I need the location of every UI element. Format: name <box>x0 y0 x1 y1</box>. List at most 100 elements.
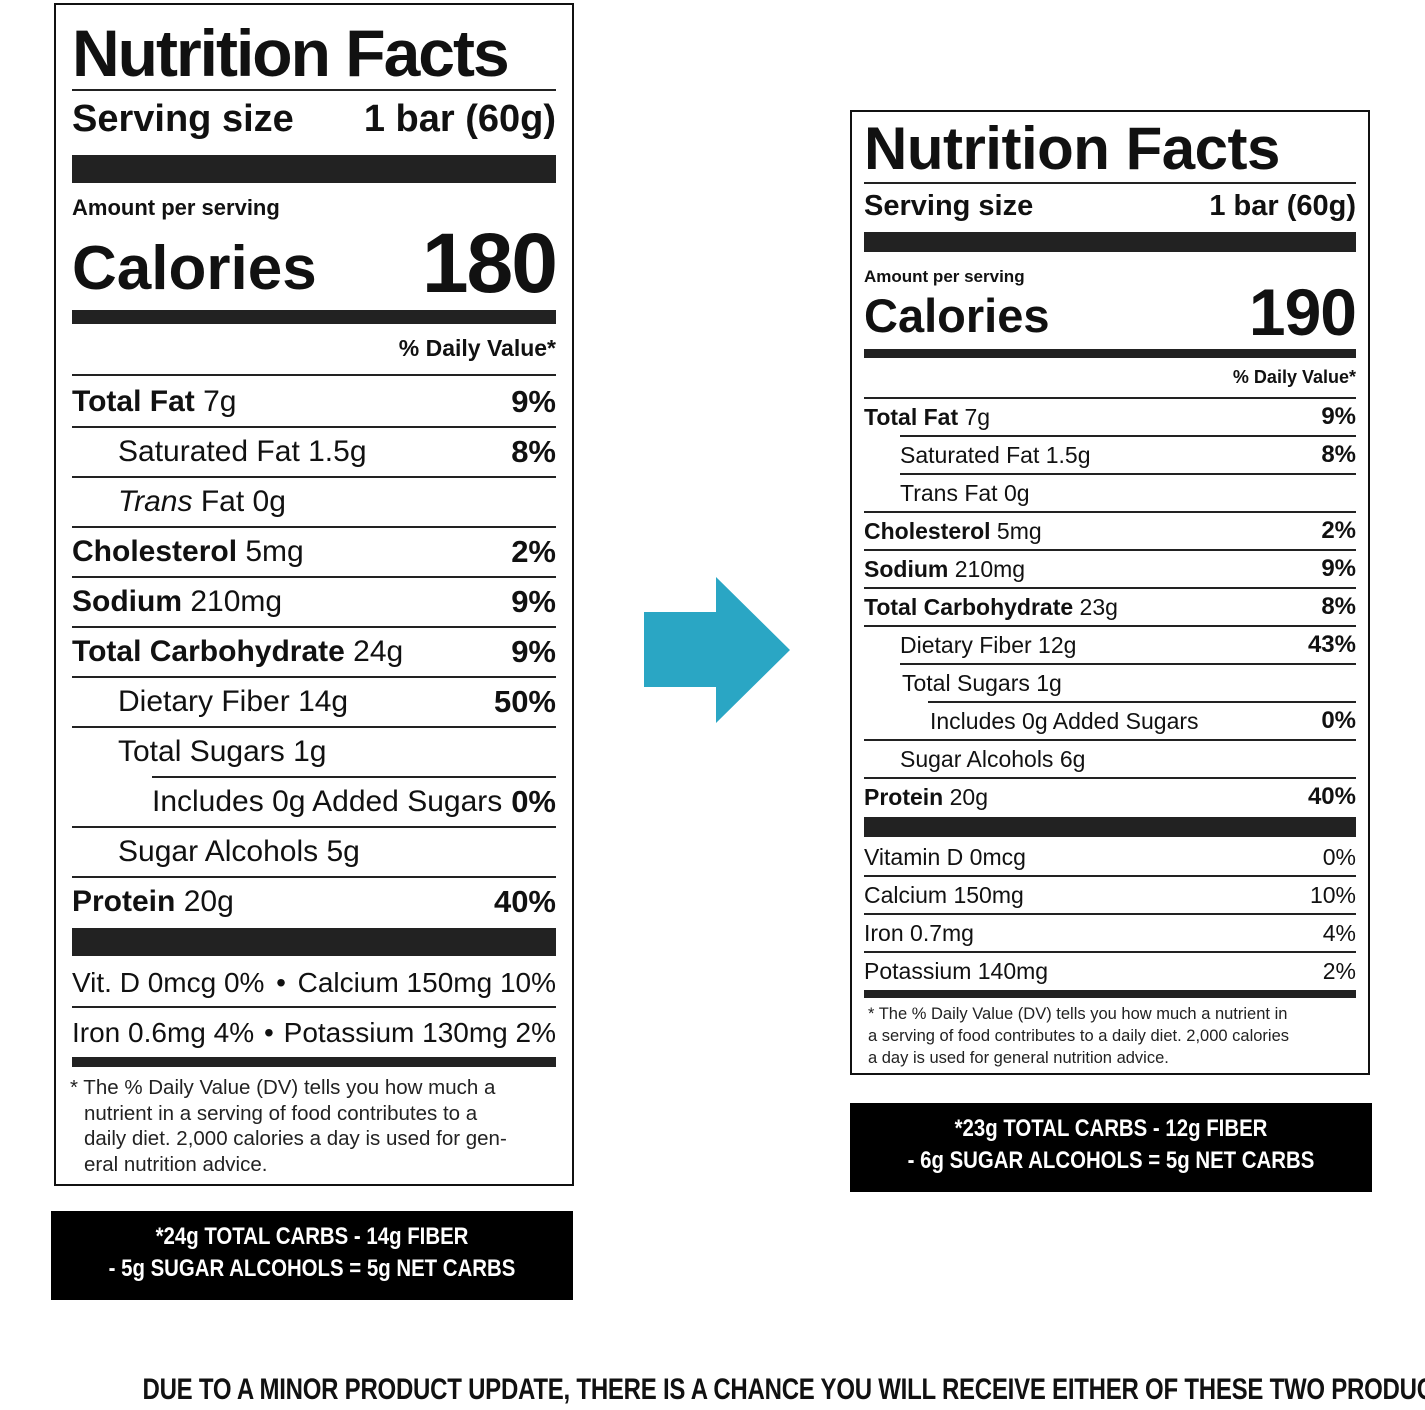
nutrient-row-dietary-fiber: Dietary Fiber 14g 50% <box>72 677 556 727</box>
divider <box>72 576 556 578</box>
potassium: Potassium 130mg 2% <box>283 1017 556 1048</box>
vitamin-d: Vit. D 0mcg 0% <box>72 967 265 998</box>
nutrient-dv: 0% <box>511 784 556 819</box>
net-carbs-box-new: *23g TOTAL CARBS - 12g FIBER - 6g SUGAR … <box>850 1103 1372 1192</box>
divider <box>900 663 1356 665</box>
vitamin-name: Calcium 150mg <box>864 881 1024 908</box>
divider <box>72 876 556 878</box>
divider <box>864 777 1356 779</box>
footnote-line: eral nutrition advice. <box>84 1152 268 1176</box>
nutrient-name: Trans Fat <box>900 479 998 506</box>
net-carbs-line: *23g TOTAL CARBS - 12g FIBER <box>954 1115 1268 1142</box>
nutrient-name: Total Carbohydrate <box>72 635 345 668</box>
serving-size-label: Serving size <box>864 189 1034 222</box>
vitamin-name: Iron 0.7mg <box>864 919 974 946</box>
divider <box>72 526 556 528</box>
serving-size-label: Serving size <box>72 98 294 140</box>
divider <box>864 182 1356 184</box>
serving-size-value: 1 bar (60g) <box>363 98 556 140</box>
vitamin-dv: 4% <box>1322 919 1356 946</box>
vitamin-row: Iron 0.7mg 4% <box>864 914 1356 952</box>
vitamins-line-2: Iron 0.6mg 4% • Potassium 130mg 2% <box>72 1010 556 1056</box>
vitamin-row: Calcium 150mg 10% <box>864 876 1356 914</box>
label-title: Nutrition Facts <box>72 16 510 90</box>
nutrient-row-dietary-fiber: Dietary Fiber 12g 43% <box>864 626 1356 664</box>
serving-size-row: Serving size 1 bar (60g) <box>864 188 1356 224</box>
nutrient-name: Protein <box>72 885 176 918</box>
arrow-right-icon <box>644 577 790 723</box>
medium-divider <box>72 1057 556 1067</box>
nutrient-row-protein: Protein 20g 40% <box>72 877 556 927</box>
serving-size-value: 1 bar (60g) <box>1209 189 1356 222</box>
nutrient-dv: 2% <box>511 534 556 569</box>
nutrient-name: Includes 0g Added Sugars <box>152 785 503 818</box>
nutrient-name-italic: Trans <box>118 485 193 518</box>
divider <box>72 89 556 91</box>
net-carbs-line: *24g TOTAL CARBS - 14g FIBER <box>155 1223 469 1250</box>
vitamin-dv: 2% <box>1322 957 1356 984</box>
nutrient-amount: 6g <box>1059 745 1086 772</box>
nutrient-row-sugar-alcohols: Sugar Alcohols 6g <box>864 740 1356 778</box>
footnote-line: * The % Daily Value (DV) tells you how m… <box>70 1076 496 1099</box>
bullet: • <box>276 967 286 998</box>
nutrient-name: Total Carbohydrate <box>864 593 1074 620</box>
iron: Iron 0.6mg 4% <box>72 1017 255 1048</box>
nutrient-dv: 8% <box>511 434 556 469</box>
nutrient-amount: 7g <box>203 385 237 418</box>
nutrient-dv: 40% <box>1307 783 1356 810</box>
calories-label: Calories <box>864 289 1050 342</box>
nutrient-dv: 8% <box>1321 593 1356 620</box>
footnote-line: * The % Daily Value (DV) tells you how m… <box>868 1005 1288 1023</box>
divider <box>72 676 556 678</box>
divider <box>864 587 1356 589</box>
calories-value: 180 <box>421 216 558 310</box>
nutrition-label-old: Nutrition Facts Serving size 1 bar (60g)… <box>54 3 574 1186</box>
nutrient-amount: 12g <box>1038 631 1077 658</box>
calcium: Calcium 150mg 10% <box>297 967 556 998</box>
nutrient-amount: 24g <box>353 635 404 668</box>
net-carbs-box-old: *24g TOTAL CARBS - 14g FIBER - 5g SUGAR … <box>51 1211 573 1300</box>
divider <box>864 397 1356 399</box>
nutrient-amount: 210mg <box>954 555 1026 582</box>
nutrient-name: Cholesterol <box>72 535 238 568</box>
net-carbs-line: - 6g SUGAR ALCOHOLS = 5g NET CARBS <box>907 1147 1315 1174</box>
nutrient-row-added-sugars: Includes 0g Added Sugars 0% <box>864 702 1356 740</box>
nutrient-amount: 1.5g <box>308 435 367 468</box>
nutrient-name: Includes 0g Added Sugars <box>930 707 1199 734</box>
nutrient-name: Fat <box>200 485 245 518</box>
nutrient-row-total-fat: Total Fat 7g 9% <box>864 398 1356 436</box>
divider <box>72 726 556 728</box>
nutrient-row-total-fat: Total Fat 7g 9% <box>72 377 556 427</box>
footnote: * The % Daily Value (DV) tells you how m… <box>868 1003 1289 1069</box>
calories-value: 190 <box>1248 275 1357 349</box>
nutrient-row-trans-fat: Trans Fat 0g <box>864 474 1356 512</box>
nutrient-amount: 210mg <box>190 585 283 618</box>
nutrient-amount: 20g <box>183 885 234 918</box>
product-update-notice: DUE TO A MINOR PRODUCT UPDATE, THERE IS … <box>142 1373 1425 1406</box>
nutrient-amount: 14g <box>298 685 349 718</box>
nutrient-row-total-sugars: Total Sugars 1g <box>864 664 1356 702</box>
nutrient-name: Dietary Fiber <box>900 631 1032 658</box>
divider <box>864 739 1356 741</box>
vitamin-dv: 0% <box>1322 843 1356 870</box>
nutrient-row-cholesterol: Cholesterol 5mg 2% <box>72 527 556 577</box>
nutrient-row-cholesterol: Cholesterol 5mg 2% <box>864 512 1356 550</box>
divider <box>72 426 556 428</box>
amount-per-serving: Amount per serving <box>864 267 1025 286</box>
nutrient-name: Dietary Fiber <box>118 685 290 718</box>
amount-per-serving: Amount per serving <box>72 195 280 220</box>
divider <box>864 549 1356 551</box>
footnote: * The % Daily Value (DV) tells you how m… <box>70 1075 507 1177</box>
nutrient-name: Cholesterol <box>864 517 991 544</box>
nutrient-row-sugar-alcohols: Sugar Alcohols 5g <box>72 827 556 877</box>
thick-divider <box>72 155 556 183</box>
nutrient-row-sodium: Sodium 210mg 9% <box>864 550 1356 588</box>
vitamin-row: Potassium 140mg 2% <box>864 952 1356 990</box>
bullet: • <box>263 1017 274 1048</box>
nutrient-row-trans-fat: Trans Fat 0g <box>72 477 556 527</box>
nutrient-name: Sugar Alcohols <box>118 835 319 868</box>
nutrient-amount: 23g <box>1079 593 1118 620</box>
nutrient-name: Saturated Fat <box>118 435 300 468</box>
nutrient-name: Sugar Alcohols <box>900 745 1054 772</box>
net-carbs-line: - 5g SUGAR ALCOHOLS = 5g NET CARBS <box>108 1255 516 1282</box>
